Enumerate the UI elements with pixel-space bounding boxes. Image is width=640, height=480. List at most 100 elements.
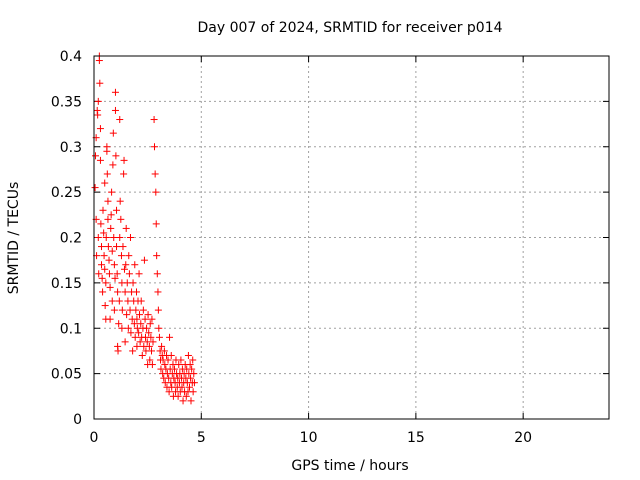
data-point bbox=[143, 324, 151, 332]
data-point bbox=[137, 297, 145, 305]
data-point bbox=[100, 252, 108, 260]
data-point bbox=[94, 111, 102, 119]
data-point bbox=[106, 315, 114, 323]
data-point bbox=[120, 156, 128, 164]
data-point bbox=[92, 152, 100, 160]
data-point bbox=[138, 351, 146, 359]
data-point bbox=[148, 315, 156, 323]
y-tick-label: 0 bbox=[73, 412, 82, 428]
data-point bbox=[119, 243, 127, 251]
y-tick-label: 0.4 bbox=[60, 49, 82, 65]
data-point bbox=[150, 116, 158, 124]
data-point bbox=[103, 170, 111, 178]
data-point bbox=[133, 342, 141, 350]
data-point bbox=[187, 397, 195, 405]
data-point bbox=[124, 324, 132, 332]
data-point bbox=[186, 361, 194, 369]
data-point bbox=[107, 211, 115, 219]
y-axis-label: SRMTID / TECUs bbox=[6, 182, 22, 295]
data-point bbox=[153, 270, 161, 278]
data-point bbox=[135, 329, 143, 337]
data-point bbox=[98, 261, 106, 269]
data-point bbox=[114, 347, 122, 355]
data-point bbox=[123, 311, 131, 319]
data-point bbox=[127, 329, 135, 337]
data-point bbox=[145, 342, 153, 350]
y-tick-label: 0.3 bbox=[60, 140, 82, 156]
data-point bbox=[174, 392, 182, 400]
data-point bbox=[153, 252, 161, 260]
data-point bbox=[116, 116, 124, 124]
data-point bbox=[110, 261, 118, 269]
data-point bbox=[155, 324, 163, 332]
data-points bbox=[91, 52, 198, 405]
data-point bbox=[175, 361, 183, 369]
data-point bbox=[107, 224, 115, 232]
data-point bbox=[151, 143, 159, 151]
data-point bbox=[129, 347, 137, 355]
data-point bbox=[140, 256, 148, 264]
y-tick-label: 0.2 bbox=[60, 231, 82, 247]
data-point bbox=[190, 379, 198, 387]
data-point bbox=[184, 351, 192, 359]
plot-frame bbox=[93, 55, 610, 420]
data-point bbox=[106, 283, 114, 291]
data-point bbox=[148, 361, 156, 369]
data-point bbox=[117, 252, 125, 260]
x-axis-label: GPS time / hours bbox=[291, 458, 408, 474]
data-point bbox=[151, 170, 159, 178]
data-point bbox=[111, 106, 119, 114]
data-point bbox=[105, 256, 113, 264]
data-point bbox=[129, 279, 137, 287]
data-point bbox=[160, 347, 168, 355]
data-point bbox=[136, 338, 144, 346]
data-point bbox=[144, 311, 152, 319]
x-tick-label: 10 bbox=[300, 430, 318, 446]
data-point bbox=[96, 79, 104, 87]
data-point bbox=[111, 88, 119, 96]
x-tick-label: 0 bbox=[90, 430, 99, 446]
data-point bbox=[100, 229, 108, 237]
data-point bbox=[120, 265, 128, 273]
data-point bbox=[126, 234, 134, 241]
data-point bbox=[95, 57, 103, 65]
data-point bbox=[104, 215, 112, 223]
data-point bbox=[137, 320, 145, 328]
data-point bbox=[98, 243, 106, 251]
data-point bbox=[132, 288, 140, 296]
data-point bbox=[154, 288, 162, 296]
data-point bbox=[167, 351, 175, 359]
data-point bbox=[103, 147, 111, 155]
data-point bbox=[97, 220, 105, 228]
data-point bbox=[113, 206, 121, 214]
data-point bbox=[125, 252, 133, 260]
data-point bbox=[108, 247, 116, 255]
data-point bbox=[94, 97, 102, 105]
data-point bbox=[116, 197, 124, 205]
data-point bbox=[149, 338, 157, 346]
data-point bbox=[164, 356, 172, 364]
data-point bbox=[112, 152, 120, 160]
tick-labels: 0 5 10 15 20 0 0.05 0.1 0.15 0.2 0.25 0.3 0.35 0.4 bbox=[51, 49, 532, 446]
data-point bbox=[170, 365, 178, 373]
data-point bbox=[154, 306, 162, 314]
data-point bbox=[120, 170, 128, 178]
chart-title: Day 007 of 2024, SRMTID for receiver p01… bbox=[197, 20, 502, 36]
data-point bbox=[133, 315, 141, 323]
data-point bbox=[95, 270, 103, 278]
data-point bbox=[135, 311, 143, 319]
y-tick-label: 0.25 bbox=[51, 185, 82, 201]
data-point bbox=[115, 320, 123, 328]
data-point bbox=[132, 306, 140, 314]
data-point bbox=[188, 365, 196, 373]
data-point bbox=[141, 315, 149, 323]
data-point bbox=[182, 392, 190, 400]
x-tick-label: 15 bbox=[407, 430, 425, 446]
x-tick-label: 20 bbox=[514, 430, 532, 446]
data-point bbox=[146, 356, 154, 364]
data-point bbox=[147, 333, 155, 341]
data-point bbox=[99, 288, 107, 296]
data-point bbox=[131, 261, 139, 269]
